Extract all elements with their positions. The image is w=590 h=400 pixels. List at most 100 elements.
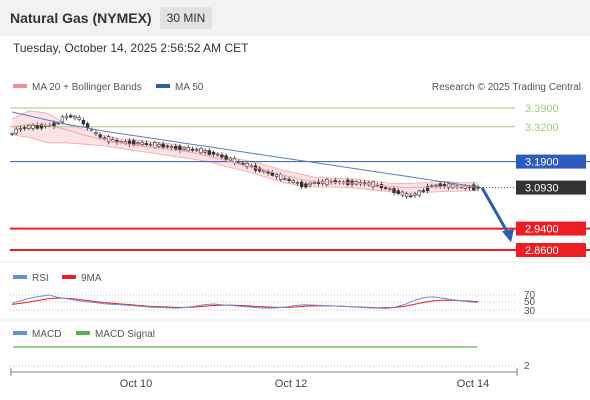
candle-body — [153, 142, 157, 148]
level-label-3.3200: 3.3200 — [525, 122, 559, 134]
candle-body — [409, 195, 413, 198]
macd-signal-legend-swatch — [76, 331, 90, 335]
rsi-ma-legend-swatch — [62, 275, 76, 279]
x-tick-label: Oct 10 — [120, 378, 152, 390]
candle-body — [237, 161, 241, 164]
candle-body — [18, 128, 23, 131]
level-label-3.0930: 3.0930 — [525, 183, 559, 195]
candle-body — [203, 150, 207, 153]
candle-body — [64, 115, 69, 119]
rsi-lines — [11, 294, 479, 310]
candle-body — [417, 190, 421, 196]
candle-body — [224, 155, 228, 160]
candle-body — [211, 151, 216, 155]
candle-body — [278, 174, 283, 180]
candle-body — [295, 182, 300, 184]
level-label-3.3900: 3.3900 — [525, 103, 559, 115]
candle-body — [400, 191, 405, 196]
bollinger-bands — [11, 110, 479, 195]
price-levels — [10, 107, 590, 251]
candle-body — [39, 124, 44, 129]
candle-body — [102, 137, 107, 140]
bollinger-upper-line — [11, 110, 479, 185]
interval-selector-button[interactable]: 30 MIN — [160, 7, 212, 29]
x-tick-label: Oct 12 — [275, 378, 307, 390]
candle-body — [136, 142, 140, 145]
level-label-3.1900: 3.1900 — [525, 157, 559, 169]
candle-body — [98, 134, 102, 138]
candle-body — [446, 183, 451, 188]
candle-body — [69, 115, 73, 118]
candle-body — [190, 148, 195, 151]
forecast-arrow-head — [502, 229, 514, 243]
level-label-bg — [516, 243, 586, 257]
macd-signal-legend-label: MACD Signal — [95, 329, 155, 340]
candle-body — [35, 124, 39, 129]
bollinger-lower-line — [11, 134, 479, 195]
level-label-bg — [516, 221, 586, 236]
candle-body — [383, 187, 388, 189]
bollinger-legend-swatch — [13, 84, 27, 88]
rsi-tick-70: 70 — [524, 290, 536, 301]
candle-body — [404, 193, 409, 197]
candle-body — [199, 148, 203, 154]
rsi-ma-legend-label: 9MA — [81, 273, 102, 284]
macd-tick: 2 — [524, 361, 530, 372]
candle-body — [312, 182, 316, 185]
ma50-legend-label: MA 50 — [175, 82, 204, 93]
candle-body — [169, 146, 174, 149]
candle-body — [73, 115, 77, 119]
candle-body — [304, 183, 308, 188]
candle-body — [52, 122, 56, 127]
candle-body — [270, 172, 274, 176]
ma50-line — [11, 111, 479, 188]
macd-legend-swatch — [13, 331, 27, 335]
candle-body — [274, 174, 279, 177]
ma50-legend-swatch — [156, 84, 170, 88]
candle-body — [413, 193, 417, 196]
candle-body — [174, 146, 178, 150]
watermark: Research © 2025 Trading Central — [432, 82, 581, 93]
candle-body — [22, 127, 27, 129]
level-label-2.9400: 2.9400 — [525, 224, 559, 236]
candle-body — [140, 142, 144, 146]
candle-body — [220, 154, 224, 158]
candle-body — [434, 184, 438, 187]
candle-body — [14, 128, 18, 134]
candle-body — [123, 141, 128, 144]
rsi-line — [11, 294, 479, 310]
candle-body — [216, 153, 220, 156]
candle-body — [245, 162, 249, 168]
candle-body — [228, 157, 233, 161]
rsi-tick-50: 50 — [524, 297, 536, 308]
candle-body — [27, 125, 31, 129]
level-label-2.8600: 2.8600 — [525, 245, 559, 257]
candle-body — [60, 116, 65, 123]
ma20-line — [11, 123, 479, 189]
candle-body — [299, 181, 304, 188]
level-label-bg — [516, 180, 586, 195]
candle-body — [165, 145, 170, 148]
candle-body — [10, 133, 14, 135]
candle-body — [85, 123, 90, 129]
candle-body — [195, 149, 199, 152]
candle-body — [283, 178, 287, 180]
candle-body — [241, 163, 245, 165]
candle-body — [232, 158, 237, 164]
candle-body — [291, 180, 295, 183]
x-tick-label: Oct 14 — [457, 378, 489, 390]
forecast-arrow-shaft — [480, 186, 510, 235]
candle-body — [182, 147, 186, 150]
timestamp: Tuesday, October 14, 2025 2:56:52 AM CET — [13, 41, 249, 55]
candle-body — [161, 143, 165, 148]
rsi-tick-30: 30 — [524, 306, 536, 317]
moving-averages — [11, 111, 479, 189]
rsi-legend-swatch — [13, 275, 27, 279]
candle-body — [287, 179, 291, 181]
candle-body — [94, 132, 98, 134]
level-label-bg — [516, 154, 586, 169]
candle-body — [388, 188, 392, 191]
candle-body — [148, 143, 153, 146]
candle-body — [438, 183, 442, 188]
candle-body — [392, 188, 396, 193]
